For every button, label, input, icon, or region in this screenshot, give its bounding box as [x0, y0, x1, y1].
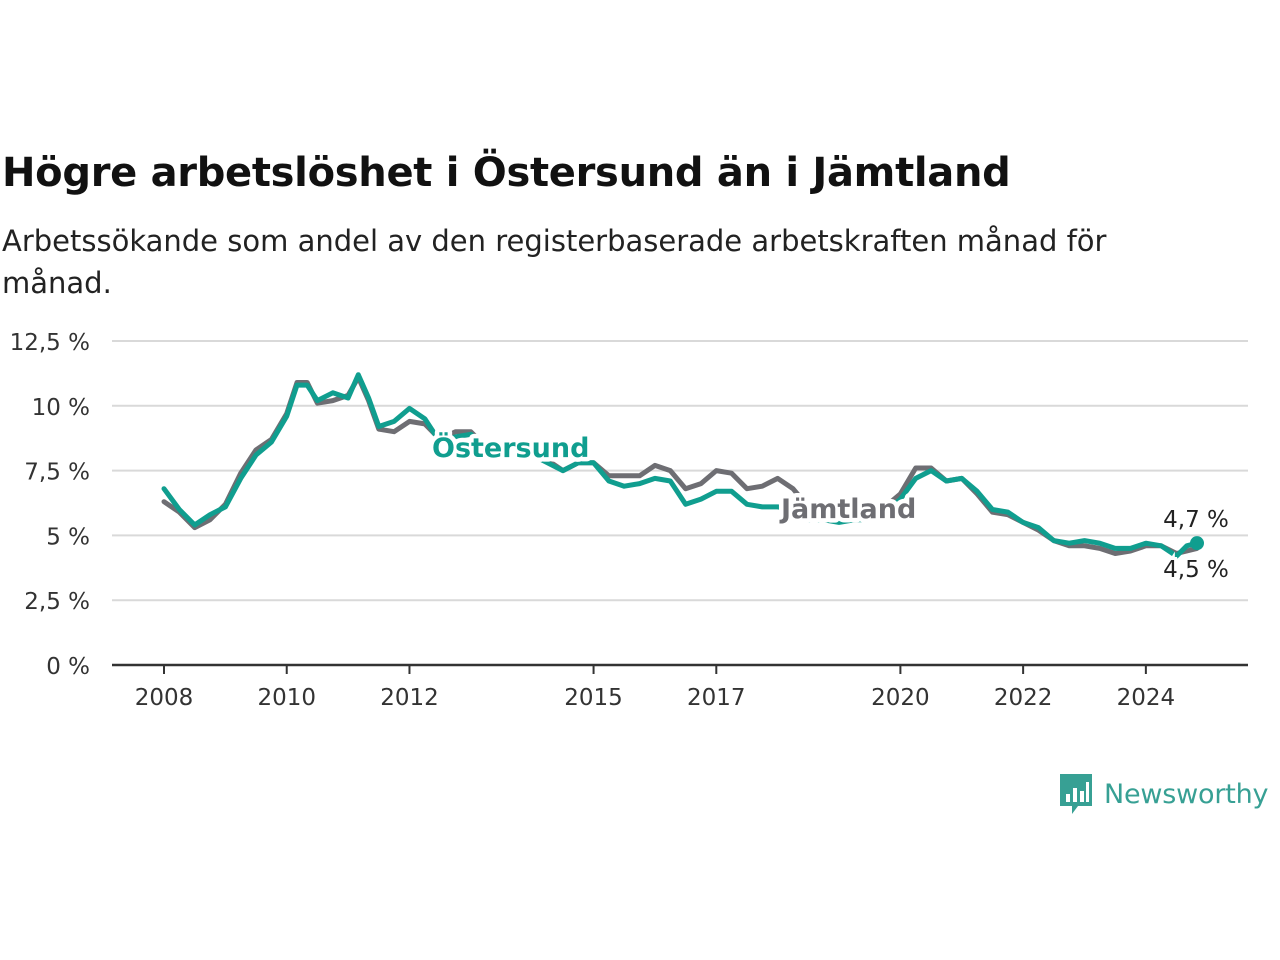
y-tick-label: 0 % — [46, 654, 90, 680]
x-tick-label: 2024 — [1117, 685, 1176, 711]
x-tick-label: 2015 — [564, 685, 623, 711]
brand-name: Newsworthy — [1104, 778, 1269, 810]
end-value-label-jamtland: 4,5 % — [1163, 557, 1229, 583]
end-value-label-ostersund: 4,7 % — [1163, 507, 1229, 533]
x-tick-label: 2012 — [380, 685, 439, 711]
end-point-ostersund — [1190, 536, 1204, 551]
x-axis-ticks: 2008 2010 2012 2015 2017 2020 2022 2024 — [135, 665, 1175, 711]
y-tick-label: 10 % — [32, 395, 90, 421]
series-labels: Östersund Jämtland 4,7 % 4,5 % — [428, 427, 1232, 587]
chart-title: Högre arbetslöshet i Östersund än i Jämt… — [2, 150, 1011, 196]
series-label-jamtland: Jämtland — [779, 494, 916, 525]
x-tick-label: 2022 — [994, 685, 1053, 711]
y-tick-label: 2,5 % — [24, 589, 90, 615]
chart-subtitle: Arbetssökande som andel av den registerb… — [2, 224, 1107, 300]
y-tick-label: 12,5 % — [10, 330, 90, 356]
line-chart: 0 %2,5 %5 %7,5 %10 %12,5 % 2008 2010 2012 2… — [10, 330, 1248, 711]
bar-chart-speech-bubble-icon — [1060, 774, 1092, 814]
series-lines — [161, 372, 1204, 559]
y-axis-ticks: 0 % 2,5 % 5 % 7,5 % 10 % 12,5 % — [10, 330, 90, 680]
gridlines — [112, 340, 1248, 667]
x-tick-label: 2017 — [687, 685, 746, 711]
newsworthy-logo: Newsworthy — [1058, 772, 1269, 816]
y-tick-label: 7,5 % — [24, 460, 90, 486]
x-tick-label: 2020 — [871, 685, 930, 711]
series-label-ostersund: Östersund — [432, 431, 589, 464]
y-tick-label: 5 % — [46, 524, 90, 550]
x-tick-label: 2008 — [135, 685, 194, 711]
series-line-ostersund — [161, 372, 1200, 559]
x-tick-label: 2010 — [257, 685, 316, 711]
series-line-jamtland — [161, 374, 1200, 556]
